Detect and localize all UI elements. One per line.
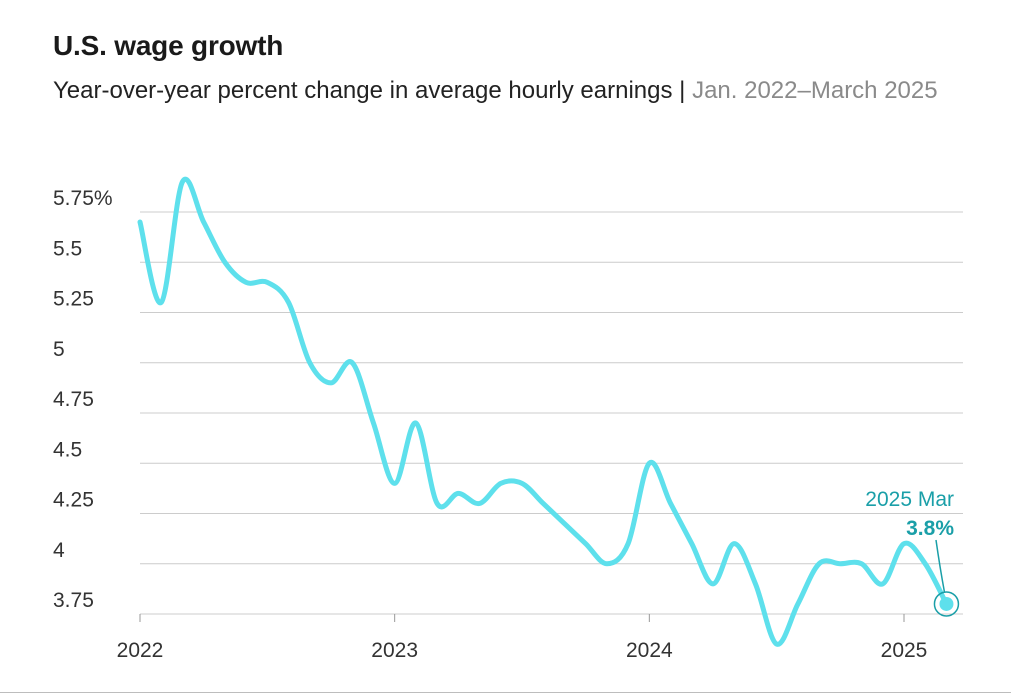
data-point [647, 461, 652, 466]
annotation-connector [935, 539, 946, 593]
subtitle-main: Year-over-year percent change in average… [53, 77, 673, 104]
data-point [626, 541, 631, 546]
data-point [923, 561, 928, 566]
data-point [265, 280, 270, 285]
data-point [838, 561, 843, 566]
data-point [498, 481, 503, 486]
subtitle-separator: | [679, 77, 686, 104]
data-point [604, 561, 609, 566]
data-point [541, 501, 546, 506]
data-point [435, 501, 440, 506]
data-point [371, 421, 376, 426]
y-tick-label: 4.75 [53, 388, 94, 411]
x-tick-label: 2022 [117, 639, 164, 662]
data-point [562, 521, 567, 526]
data-point [329, 380, 334, 385]
data-point [138, 220, 143, 225]
chart-title: U.S. wage growth [53, 30, 284, 61]
y-tick-label: 4.25 [53, 489, 94, 512]
bottom-rule [0, 692, 1011, 693]
data-point [392, 481, 397, 486]
y-tick-label: 3.75 [53, 589, 94, 612]
y-tick-label: 4 [53, 539, 65, 562]
data-point [413, 421, 418, 426]
annotation-label: 2025 Mar [865, 488, 954, 511]
data-point [689, 541, 694, 546]
data-point [732, 541, 737, 546]
data-point [583, 541, 588, 546]
data-point [880, 581, 885, 586]
x-tick-label: 2023 [371, 639, 418, 662]
x-tick-label: 2024 [626, 639, 673, 662]
data-point [201, 220, 206, 225]
chart-subtitle: Year-over-year percent change in average… [53, 74, 953, 107]
data-point [774, 642, 779, 647]
data-point [222, 260, 227, 265]
y-tick-label: 4.5 [53, 438, 82, 461]
data-point [456, 491, 461, 496]
data-point [711, 581, 716, 586]
data-point [520, 481, 525, 486]
wage-growth-line [137, 176, 949, 647]
y-tick-label: 5.75% [53, 187, 113, 210]
y-tick-label: 5.25 [53, 288, 94, 311]
annotation-layer: 2025 Mar 3.8% [865, 488, 960, 617]
data-point [817, 561, 822, 566]
data-point [753, 581, 758, 586]
data-point [180, 179, 185, 184]
data-point [159, 300, 164, 305]
data-point [859, 561, 864, 566]
data-point [795, 601, 800, 606]
line-layer [137, 176, 949, 647]
data-point [286, 300, 291, 305]
data-point [668, 501, 673, 506]
grid-layer [140, 211, 963, 615]
data-point [902, 541, 907, 546]
annotation-value: 3.8% [906, 517, 954, 540]
y-tick-label: 5 [53, 338, 65, 361]
data-point [477, 501, 482, 506]
subtitle-date-range: Jan. 2022–March 2025 [692, 77, 938, 104]
data-point [350, 360, 355, 365]
y-tick-label: 5.5 [53, 237, 82, 260]
x-tick-label: 2025 [881, 639, 928, 662]
axis-layer: 3.75 4 4.25 4.5 4.75 5 5.25 5.5 5.75% 2022 2023 202… [53, 187, 927, 662]
highlight-ring [933, 591, 960, 617]
data-point [244, 280, 249, 285]
highlight-point [939, 596, 954, 611]
data-point [307, 360, 312, 365]
